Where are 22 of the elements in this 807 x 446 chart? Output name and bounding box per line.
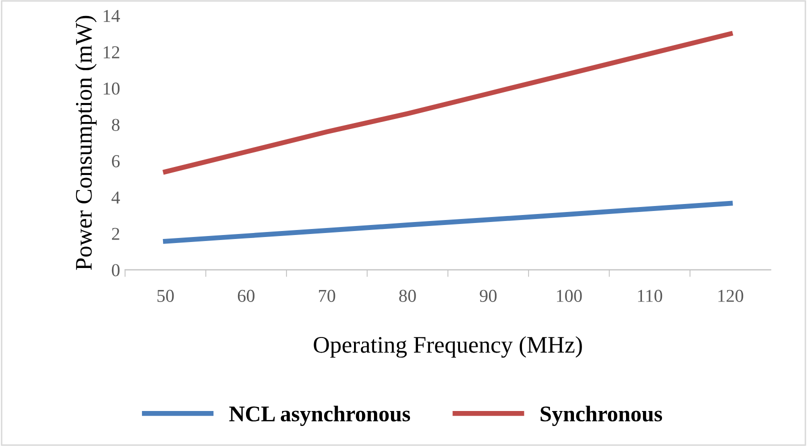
y-tick-label: 12 (104, 46, 120, 58)
x-tick-label: 50 (157, 290, 174, 302)
x-tick-label: 90 (480, 290, 497, 302)
line-series (163, 31, 733, 174)
y-axis-title: Power Consumption (mW) (75, 16, 97, 270)
y-tick-label: 2 (112, 228, 120, 240)
legend-label: Synchronous (540, 406, 662, 426)
line-series (163, 200, 733, 244)
x-tick-label: 70 (319, 290, 336, 302)
legend-label: NCL asynchronous (229, 406, 410, 426)
x-tick-label: 120 (718, 290, 744, 302)
x-axis-title: Operating Frequency (MHz) (314, 336, 582, 358)
x-tick-label: 60 (238, 290, 254, 302)
x-tick-label: 80 (399, 290, 416, 302)
y-tick-label: 10 (104, 82, 120, 95)
y-tick-label: 8 (112, 118, 120, 132)
y-tick-label: 14 (104, 10, 120, 22)
x-tick-label: 110 (638, 290, 662, 302)
y-tick-label: 4 (112, 192, 120, 204)
y-tick-label: 0 (112, 264, 120, 276)
y-tick-label: 6 (112, 155, 120, 168)
x-tick-label: 100 (556, 290, 582, 302)
